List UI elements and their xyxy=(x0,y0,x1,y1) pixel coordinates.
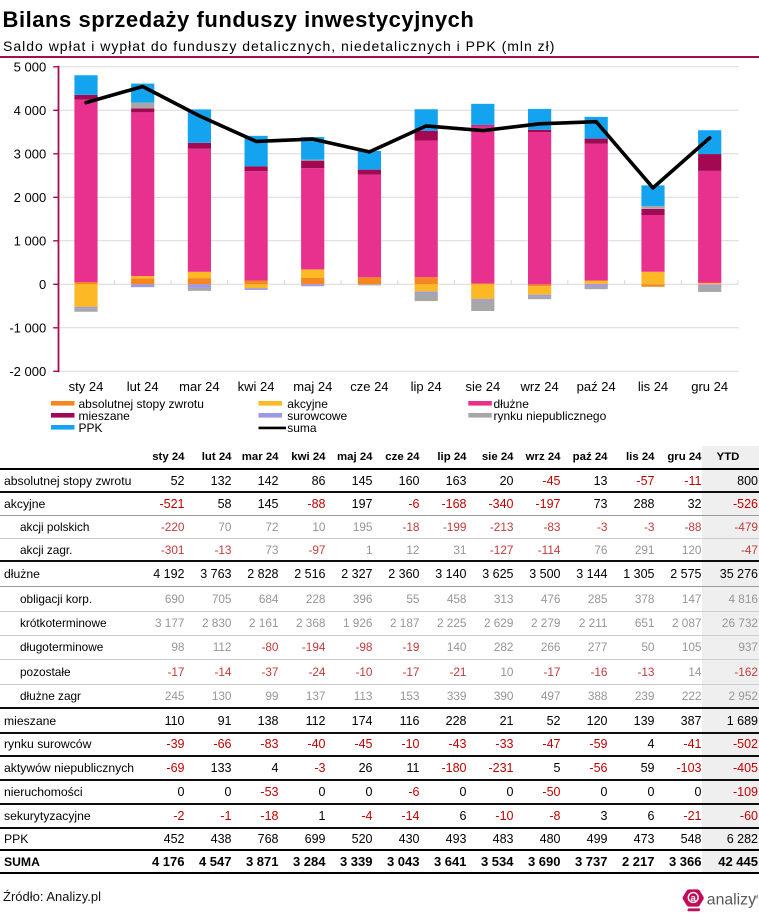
svg-text:sie 24: sie 24 xyxy=(466,379,501,394)
svg-text:a: a xyxy=(691,893,697,904)
svg-text:2 000: 2 000 xyxy=(14,190,47,205)
svg-text:analizy: analizy xyxy=(707,891,756,908)
svg-text:mar 24: mar 24 xyxy=(179,379,219,394)
svg-text:-2 000: -2 000 xyxy=(9,364,46,379)
svg-text:maj 24: maj 24 xyxy=(293,379,332,394)
svg-text:5 000: 5 000 xyxy=(14,59,47,74)
svg-text:paź 24: paź 24 xyxy=(577,379,616,394)
svg-text:3 000: 3 000 xyxy=(14,146,47,161)
svg-text:suma: suma xyxy=(287,421,317,435)
svg-text:mieszane: mieszane xyxy=(79,409,131,423)
svg-text:wrz 24: wrz 24 xyxy=(519,379,558,394)
svg-text:rynku niepublicznego: rynku niepublicznego xyxy=(494,409,607,423)
svg-text:sty 24: sty 24 xyxy=(69,379,104,394)
svg-text:lis 24: lis 24 xyxy=(638,379,668,394)
svg-text:dłużne: dłużne xyxy=(494,397,530,411)
svg-text:pl: pl xyxy=(754,895,758,901)
svg-text:absolutnej stopy zwrotu: absolutnej stopy zwrotu xyxy=(79,397,204,411)
svg-text:-1 000: -1 000 xyxy=(9,320,46,335)
svg-text:cze 24: cze 24 xyxy=(350,379,388,394)
svg-text:4 000: 4 000 xyxy=(14,103,47,118)
svg-text:surowcowe: surowcowe xyxy=(287,409,347,423)
svg-text:PPK: PPK xyxy=(79,421,103,435)
svg-text:lip 24: lip 24 xyxy=(411,379,442,394)
svg-text:akcyjne: akcyjne xyxy=(287,397,328,411)
svg-text:0: 0 xyxy=(39,277,46,292)
svg-text:gru 24: gru 24 xyxy=(691,379,728,394)
svg-text:1 000: 1 000 xyxy=(14,233,47,248)
svg-text:kwi 24: kwi 24 xyxy=(238,379,275,394)
svg-text:lut 24: lut 24 xyxy=(127,379,159,394)
